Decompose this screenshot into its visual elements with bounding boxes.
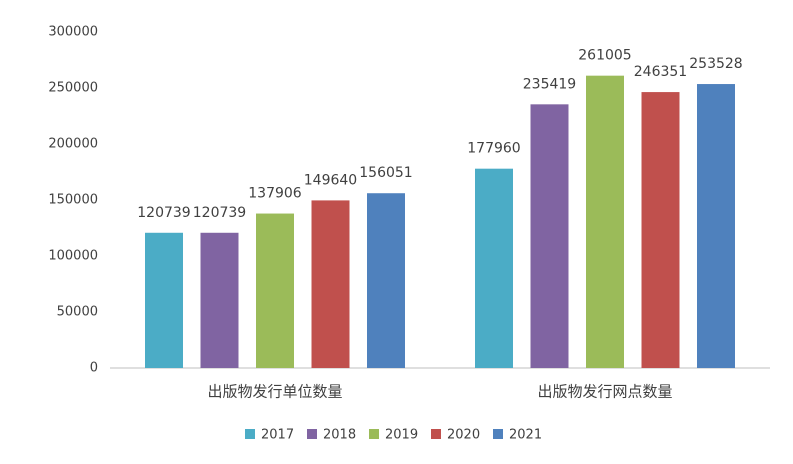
y-tick-label: 50000 [57, 305, 98, 320]
legend-swatch [307, 429, 317, 439]
y-tick-label: 200000 [48, 137, 98, 152]
legend-label: 2020 [447, 428, 480, 443]
data-label: 235419 [523, 76, 576, 92]
data-label: 120739 [193, 205, 246, 221]
data-label: 261005 [578, 48, 631, 64]
legend-swatch [493, 429, 503, 439]
bar [145, 232, 183, 368]
legend-label: 2018 [323, 428, 356, 443]
data-label: 120739 [137, 205, 190, 221]
bar [475, 168, 513, 368]
data-label: 177960 [467, 141, 520, 157]
legend-label: 2019 [385, 428, 418, 443]
data-label: 253528 [689, 56, 742, 72]
x-tick-label: 出版物发行单位数量 [207, 383, 342, 401]
x-tick-label: 出版物发行网点数量 [537, 383, 672, 401]
y-tick-label: 100000 [48, 249, 98, 264]
data-label: 246351 [634, 64, 687, 80]
bar [256, 213, 294, 368]
bar [311, 200, 350, 368]
bar [697, 84, 735, 368]
bar [530, 104, 569, 368]
data-label: 156051 [359, 165, 412, 181]
bar [200, 232, 239, 368]
y-tick-label: 150000 [48, 193, 98, 208]
legend-swatch [245, 429, 255, 439]
bar [367, 193, 405, 368]
data-label: 137906 [248, 186, 302, 202]
legend-label: 2017 [261, 428, 294, 443]
bar [586, 75, 624, 368]
legend-swatch [369, 429, 379, 439]
y-tick-label: 300000 [48, 25, 98, 40]
legend-label: 2021 [509, 428, 542, 443]
y-tick-label: 0 [90, 361, 98, 376]
data-label: 149640 [304, 172, 357, 188]
legend-swatch [431, 429, 441, 439]
bar [641, 92, 680, 368]
y-tick-label: 250000 [48, 81, 98, 96]
